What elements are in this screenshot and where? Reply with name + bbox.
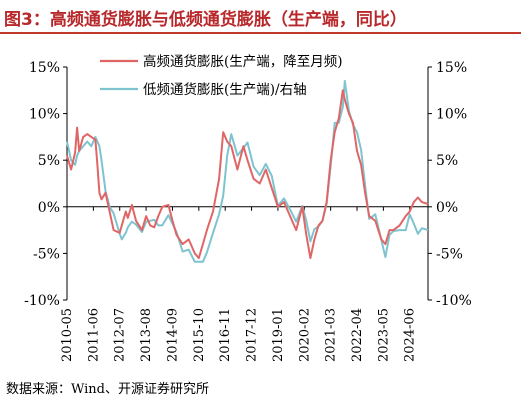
legend-label: 高频通货膨胀(生产端，降至月频): [143, 53, 343, 70]
series-line-high-frequency: [66, 89, 429, 260]
left-tick-label: 0%: [38, 200, 60, 216]
left-tick-label: 5%: [38, 153, 60, 169]
x-tick-label: 2010-05: [60, 308, 75, 362]
legend-label: 低频通货膨胀(生产端)/右轴: [143, 81, 307, 98]
plot-frame: [66, 67, 429, 300]
left-tick-label: -5%: [33, 246, 60, 262]
source-note: 数据来源：Wind、开源证券研究所: [6, 382, 209, 397]
series-layer: [66, 80, 429, 263]
x-tick-label: 2019-01: [271, 308, 286, 362]
right-tick-label: 0%: [436, 200, 458, 216]
title-bar: 图3：高频通货膨胀与低频通货膨胀（生产端，同比）: [0, 0, 521, 34]
right-axis-ticks: -10% -5% 0% 5% 10% 15%: [428, 60, 472, 309]
right-tick-label: -10%: [436, 293, 472, 309]
x-tick-label: 2023-05: [376, 308, 391, 362]
x-axis-ticks: 2010-05 2011-06 2012-07 2013-08 2014-09 2015-…: [60, 206, 418, 362]
x-tick-label: 2015-10: [192, 308, 207, 362]
x-tick-label: 2011-06: [86, 308, 101, 362]
right-tick-label: 5%: [436, 153, 458, 169]
right-tick-label: -5%: [436, 246, 463, 262]
x-tick-label: 2013-08: [139, 308, 154, 362]
x-tick-label: 2021-03: [324, 308, 339, 362]
left-tick-label: -10%: [24, 293, 60, 309]
right-tick-label: 15%: [436, 60, 467, 76]
x-tick-label: 2014-09: [165, 308, 180, 362]
legend: 高频通货膨胀(生产端，降至月频) 低频通货膨胀(生产端)/右轴: [100, 53, 343, 98]
x-tick-label: 2020-02: [297, 308, 312, 362]
x-tick-label: 2022-04: [350, 308, 365, 362]
x-tick-label: 2024-06: [403, 308, 418, 362]
series-line-low-frequency: [66, 80, 429, 263]
chart-title: 图3：高频通货膨胀与低频通货膨胀（生产端，同比）: [4, 10, 407, 30]
left-tick-label: 15%: [29, 60, 60, 76]
x-tick-label: 2016-11: [218, 308, 233, 362]
right-tick-label: 10%: [436, 107, 467, 123]
line-chart: -10% -5% 0% 5% 10% 15% -10% -5% 0% 5% 10% 15% 2010…: [24, 53, 472, 362]
left-tick-label: 10%: [29, 107, 60, 123]
left-axis-ticks: -10% -5% 0% 5% 10% 15%: [24, 60, 67, 309]
x-tick-label: 2017-12: [245, 308, 260, 362]
x-tick-label: 2012-07: [113, 308, 128, 362]
